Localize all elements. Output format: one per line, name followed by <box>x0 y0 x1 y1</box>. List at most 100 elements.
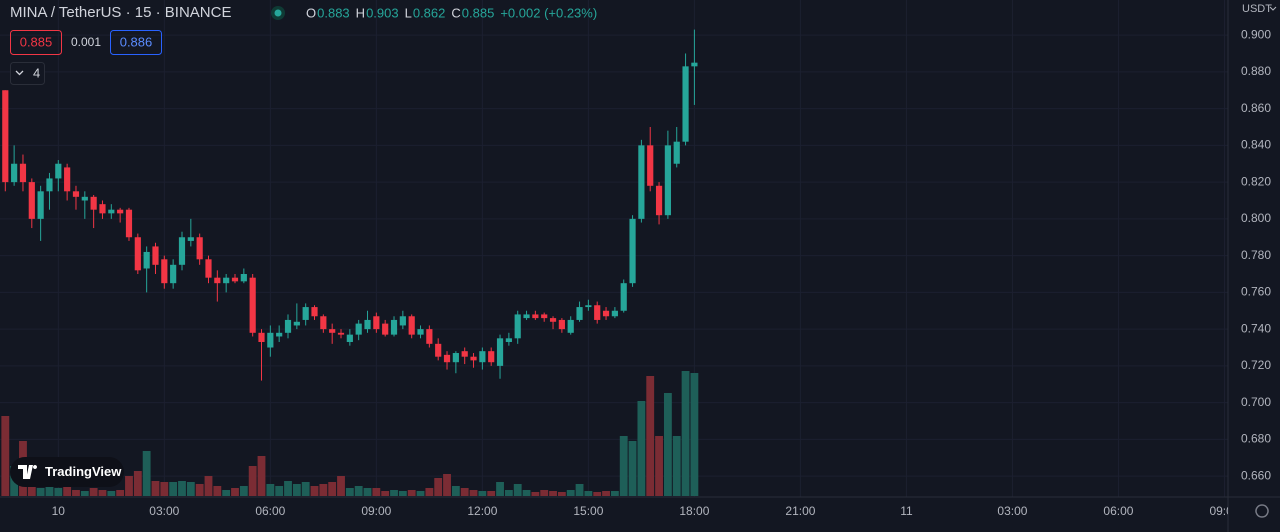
candle-body <box>461 351 468 357</box>
candle-body <box>435 343 442 357</box>
candle-body <box>523 314 530 319</box>
settings-icon[interactable] <box>1255 504 1269 518</box>
candle-body <box>629 218 636 284</box>
volume-bar <box>178 481 186 496</box>
candle-body <box>479 351 486 363</box>
candle-body <box>567 319 574 333</box>
candle-body <box>223 277 230 284</box>
candle-body <box>161 259 168 284</box>
y-tick-label: 0.720 <box>1241 358 1271 372</box>
x-tick-label: 10 <box>52 504 66 518</box>
volume-bar <box>487 491 496 496</box>
volume-bar <box>266 484 275 496</box>
candle-body <box>576 307 583 320</box>
volume-bar <box>345 488 354 496</box>
watermark-badge[interactable] <box>10 457 124 487</box>
candle-body <box>214 277 221 284</box>
volume-bar <box>575 484 584 496</box>
symbol-title[interactable]: MINA / TetherUS · 15 · BINANCE <box>10 4 231 21</box>
volume-bar <box>655 436 663 496</box>
candle-body <box>311 307 318 317</box>
candle-body <box>355 323 362 335</box>
candle-body <box>258 332 265 342</box>
candle-body <box>655 185 663 216</box>
candle-body <box>55 163 62 179</box>
volume-bar <box>425 488 434 496</box>
volume-bar <box>257 456 266 496</box>
candle-body <box>408 316 415 335</box>
ohlc-value: 0.883 <box>317 5 350 20</box>
price-axis: 0.900 0.880 0.860 0.840 0.820 0.800 0.780 0.760… <box>1241 27 1271 482</box>
volume-bar <box>169 482 178 496</box>
candle-body <box>417 329 424 335</box>
volume-bar <box>319 484 328 496</box>
y-tick-label: 0.700 <box>1241 395 1271 409</box>
volume-bar <box>460 488 469 496</box>
watermark-logo <box>18 465 38 479</box>
ohlc-label: L <box>405 5 412 20</box>
x-tick-label: 18:00 <box>679 504 709 518</box>
candles <box>2 29 698 381</box>
volume-bar <box>27 481 36 496</box>
candle-body <box>302 307 309 320</box>
volume-bar <box>398 491 407 496</box>
currency-caret <box>1269 6 1277 11</box>
volume-bar <box>443 474 451 496</box>
candle-body <box>373 316 380 330</box>
y-tick-label: 0.820 <box>1241 174 1271 188</box>
volume-bar <box>186 482 195 496</box>
y-tick-label: 0.740 <box>1241 321 1271 335</box>
buy-box[interactable] <box>110 30 162 55</box>
volume-bar <box>72 490 80 496</box>
candle-body <box>178 237 186 265</box>
candle-body <box>364 319 371 330</box>
volume-bar <box>80 491 89 496</box>
sell-box[interactable] <box>10 30 62 55</box>
currency[interactable]: USDT <box>1242 3 1272 15</box>
candle-body <box>267 332 274 348</box>
x-tick-label: 06:00 <box>255 504 285 518</box>
volume-bar <box>63 486 72 496</box>
watermark-text: TradingView <box>45 464 122 479</box>
y-tick-label: 0.880 <box>1241 64 1271 78</box>
volume-bar <box>390 490 398 496</box>
ask-price: 0.886 <box>120 34 153 49</box>
ohlc-value: 0.862 <box>413 5 446 20</box>
candle-body <box>143 251 150 269</box>
volume-bar <box>284 481 292 496</box>
candle-body <box>125 209 133 238</box>
volume-bar <box>469 490 478 496</box>
candle-body <box>443 354 451 363</box>
indicator-count: 4 <box>33 65 40 80</box>
volume-bar <box>36 488 45 496</box>
volume-bar <box>239 486 248 496</box>
change: +0.002 (+0.23%) <box>500 5 597 20</box>
volume-bar <box>310 486 319 496</box>
y-tick-label: 0.800 <box>1241 211 1271 225</box>
candle-body <box>28 182 35 219</box>
volume-bar <box>248 466 257 496</box>
x-tick-label: 09:00 <box>1209 504 1239 518</box>
candle-body <box>558 319 565 330</box>
volume-bar <box>89 488 98 496</box>
candle-body <box>240 273 247 282</box>
volume-bar <box>637 401 646 496</box>
volume-bar <box>602 491 610 496</box>
volume-bar <box>496 482 504 496</box>
ohlc-label: H <box>356 5 365 20</box>
y-tick-label: 0.760 <box>1241 285 1271 299</box>
candle-body <box>11 163 18 183</box>
candle-body <box>470 356 477 361</box>
candle-body <box>99 204 106 214</box>
candle-body <box>293 321 300 326</box>
candle-body <box>611 310 618 317</box>
candle-body <box>19 163 27 183</box>
candle-body <box>673 141 680 164</box>
candle-body <box>426 329 433 344</box>
candle-body <box>117 209 124 214</box>
volume-bar <box>125 476 133 496</box>
bid-price: 0.885 <box>20 34 53 49</box>
indicator-toggle[interactable] <box>10 62 45 85</box>
volume-bar <box>531 492 540 496</box>
candle-body <box>170 264 177 284</box>
